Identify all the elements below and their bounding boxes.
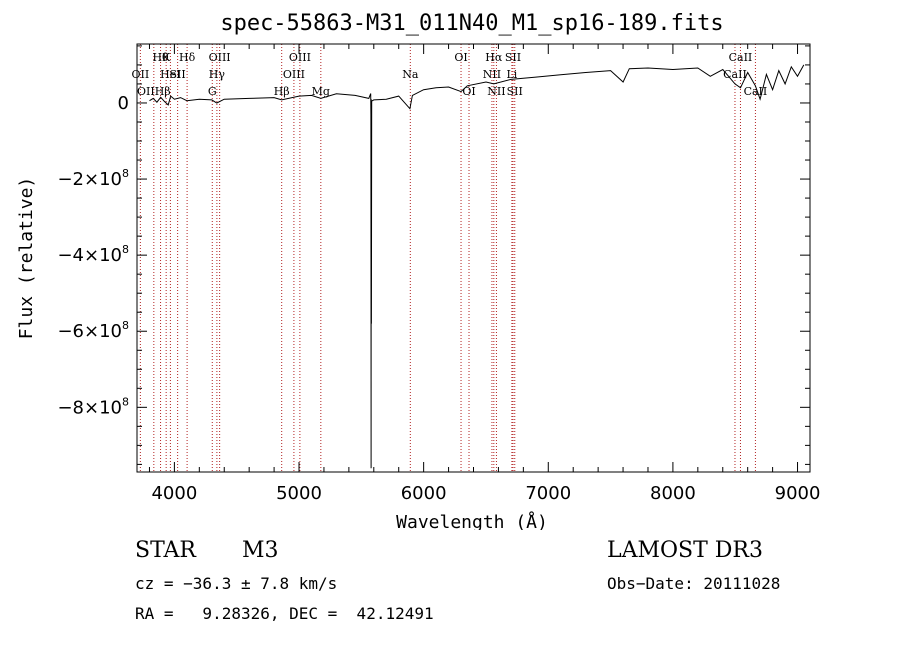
line-label-10: Hβ xyxy=(274,85,290,98)
line-label-16: OI xyxy=(462,85,475,98)
chart-title: spec-55863-M31_011N40_M1_sp16-189.fits xyxy=(220,11,723,36)
line-label-8: Hγ xyxy=(209,68,226,81)
line-label-15: OI xyxy=(454,51,467,64)
line-label-2: Hθ xyxy=(152,51,169,64)
line-label-22: SII xyxy=(507,85,523,98)
line-label-7: G xyxy=(208,85,217,98)
line-label-21: SII xyxy=(505,51,521,64)
y-tick-label-3: −6×108 xyxy=(57,319,129,342)
line-label-14: Na xyxy=(402,68,419,81)
line-label-24: CaII xyxy=(729,51,753,64)
line-label-23: CaII xyxy=(723,68,747,81)
y-axis-label: Flux (relative) xyxy=(16,177,37,340)
line-label-13: Mg xyxy=(312,85,330,98)
y-tick-label-0: 0 xyxy=(118,93,129,114)
line-label-17: NII xyxy=(483,68,501,81)
object-class: STAR xyxy=(135,538,196,563)
x-tick-label-5: 9000 xyxy=(775,483,821,504)
y-tick-label-4: −8×108 xyxy=(57,395,129,418)
plot-frame xyxy=(136,43,811,473)
line-label-4: HeI xyxy=(160,68,180,81)
x-axis-label: Wavelength (Å) xyxy=(396,511,548,530)
line-label-11: OIII xyxy=(283,68,305,81)
line-label-12: OIII xyxy=(289,51,311,64)
x-tick-label-1: 5000 xyxy=(276,483,322,504)
y-tick-label-2: −4×108 xyxy=(57,243,129,266)
line-label-0: OII xyxy=(132,68,150,81)
sky-coordinates: RA = 9.28326, DEC = 42.12491 xyxy=(135,604,434,623)
spectrum-line xyxy=(149,64,805,469)
survey-name: LAMOST DR3 xyxy=(607,538,763,563)
axis-ticks: 4000 5000 6000 7000 8000 9000 0 −2×108 −4×108 −6×… xyxy=(57,44,820,504)
x-tick-label-0: 4000 xyxy=(151,483,197,504)
line-label-18: Hα xyxy=(485,51,503,64)
line-label-9: OIII xyxy=(209,51,231,64)
line-label-5: SII xyxy=(170,68,186,81)
redshift-velocity: cz = −36.3 ± 7.8 km/s xyxy=(135,574,338,593)
spectrum-chart: spec-55863-M31_011N40_M1_sp16-189.fits O… xyxy=(16,11,820,530)
line-label-3: K xyxy=(162,51,171,64)
line-label-6: Hδ xyxy=(179,51,196,64)
line-label-19: NII xyxy=(487,85,505,98)
observation-date: Obs−Date: 20111028 xyxy=(607,574,781,593)
line-label-20: Li xyxy=(506,68,517,81)
emission-line-labels: OIIOIIHβHθKHeISIIHδGHγOIIIHβOIIIOIIIMgNa… xyxy=(132,51,768,98)
line-label-1: OIIHβ xyxy=(137,85,171,98)
x-tick-label-3: 7000 xyxy=(525,483,571,504)
x-tick-label-2: 6000 xyxy=(401,483,447,504)
object-subclass: M3 xyxy=(242,538,279,563)
x-tick-label-4: 8000 xyxy=(650,483,696,504)
y-tick-label-1: −2×108 xyxy=(57,167,129,190)
emission-line-markers xyxy=(139,44,756,472)
